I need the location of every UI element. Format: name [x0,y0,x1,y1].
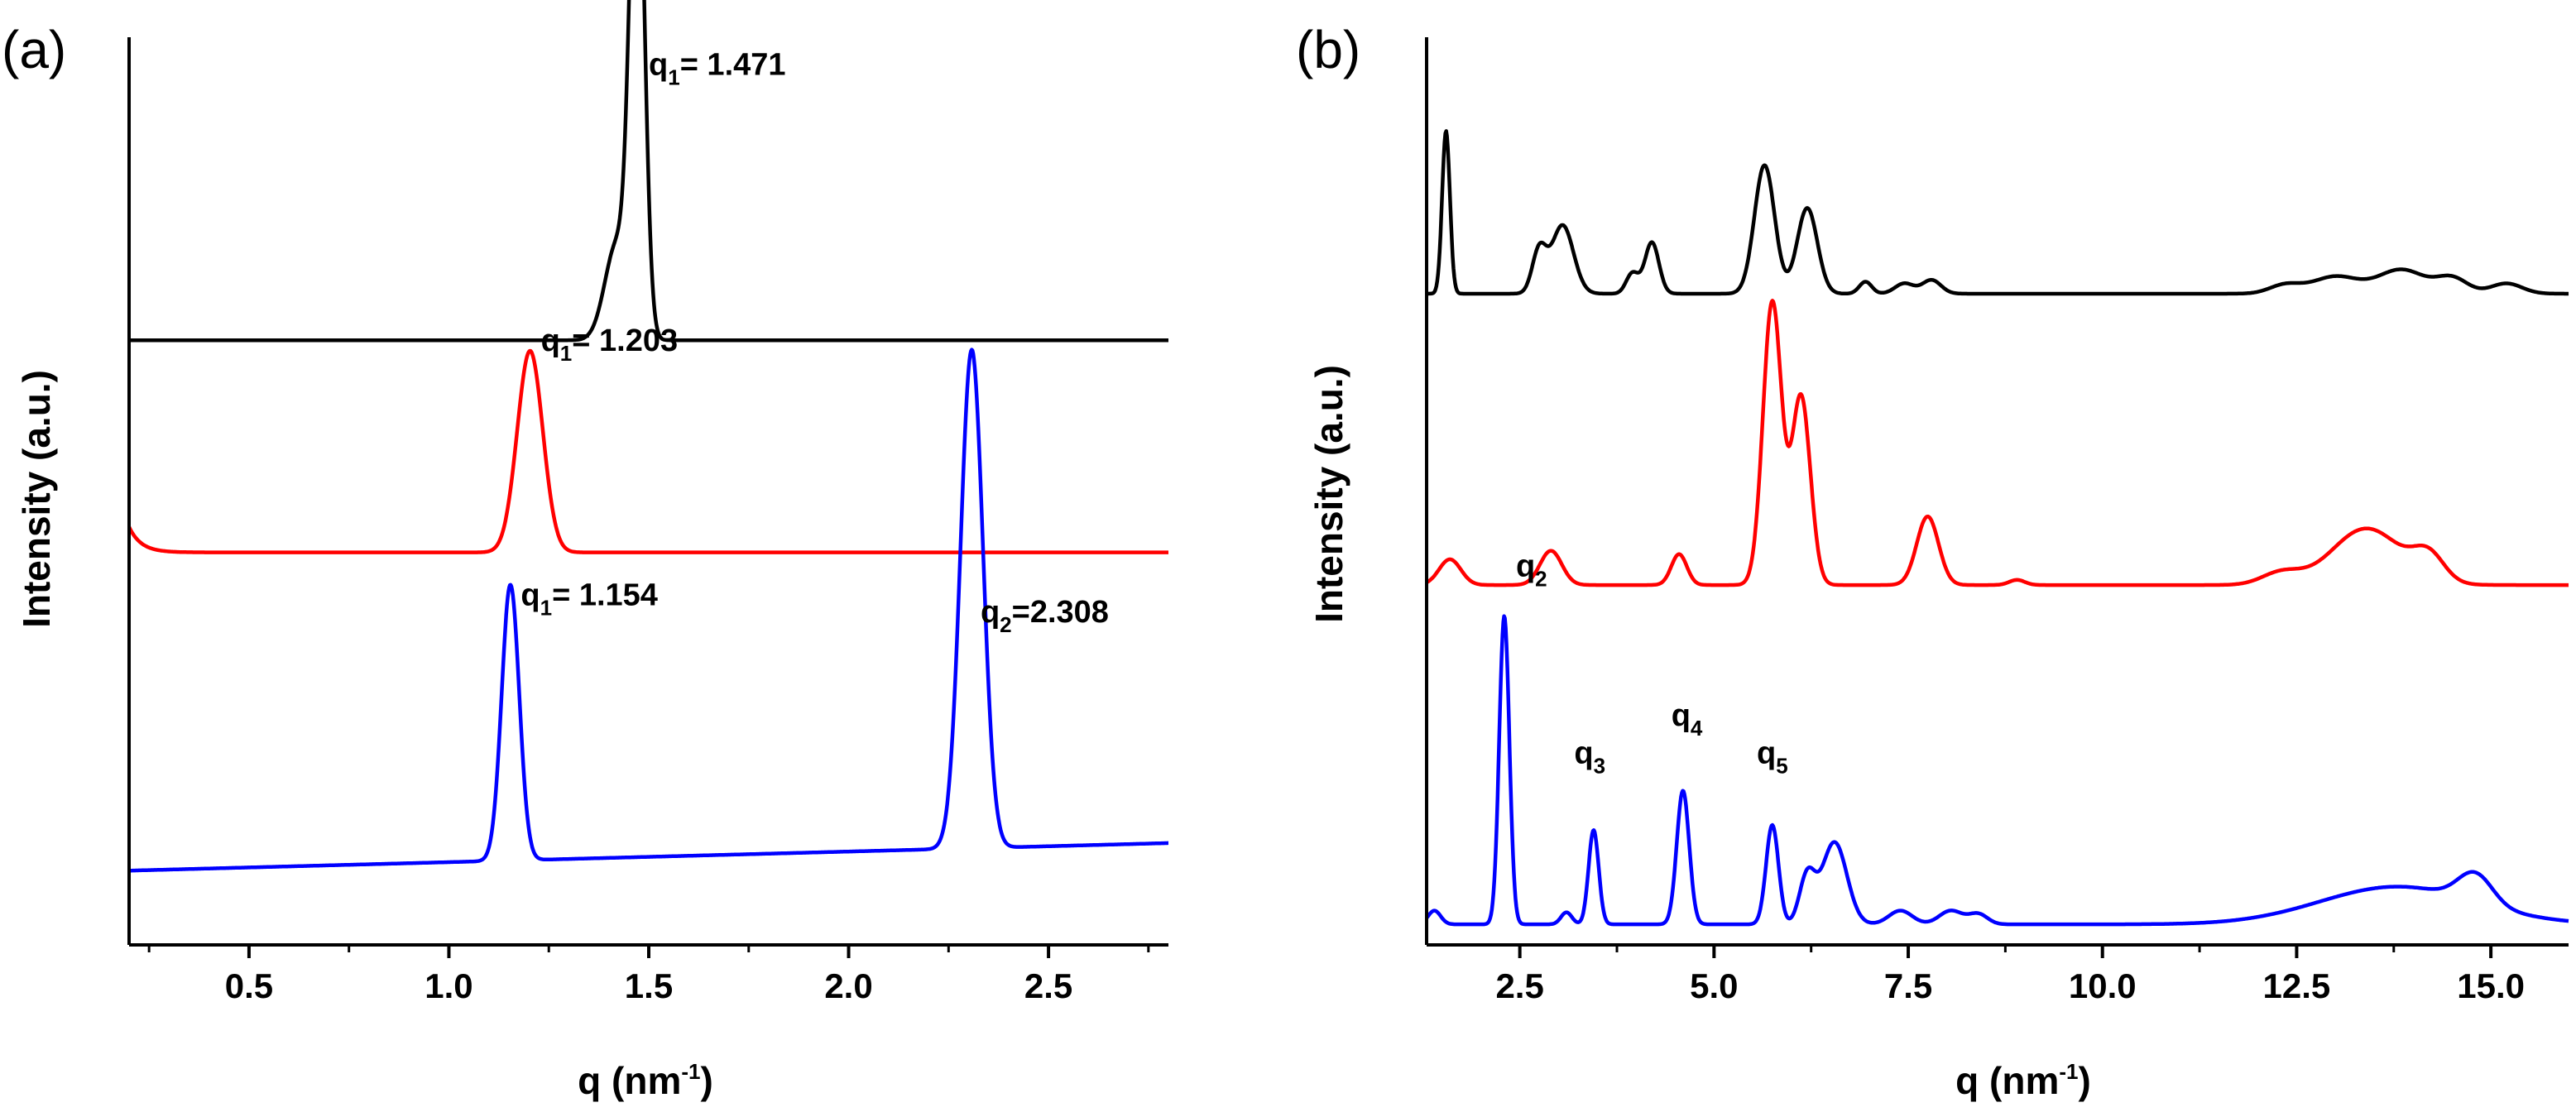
panel-b-ticks: 2.5 5.0 7.5 10.0 12.5 15.0 [1495,945,2525,1005]
peak-annotation: q1= 1.154 [520,578,658,621]
panel-a-y-axis-title: Intensity (a.u.) [15,370,58,628]
x-tick-label: 12.5 [2263,966,2331,1005]
series-black-line [127,0,1170,343]
panel-a-ticks: 0.5 1.0 1.5 2.0 2.5 [147,945,1150,1005]
panel-a-x-axis-title: q (nm-1) [578,1059,713,1102]
peak-annotation: q2=2.308 [981,595,1109,637]
series-blue-line [127,348,1170,873]
series-black-line [1425,129,2570,296]
series-blue-line [1425,614,2570,927]
panel-a-series [127,0,1170,873]
x-tick-label: 10.0 [2069,966,2137,1005]
x-tick-label: 2.0 [824,966,872,1005]
series-red-line [1425,299,2570,587]
x-tick-label: 15.0 [2457,966,2525,1005]
x-tick-label: 5.0 [1690,966,1738,1005]
peak-annotation: q1= 1.203 [541,324,679,366]
panel-b-label: (b) [1296,20,1360,79]
x-tick-label: 2.5 [1495,966,1543,1005]
peak-annotation: q2 [1516,549,1547,592]
panel-b: (b) 2.5 5.0 7.5 10.0 12.5 15.0 q2 q3 q4 q5 q (nm… [1296,20,2570,1102]
x-tick-label: 7.5 [1884,966,1932,1005]
panel-a-annotations: q1= 1.471 q1= 1.203 q1= 1.154 q2=2.308 [520,48,1109,638]
panel-b-x-axis-title: q (nm-1) [1955,1059,2091,1102]
x-tick-label: 1.5 [625,966,673,1005]
peak-annotation: q4 [1672,698,1703,741]
peak-annotation: q5 [1757,736,1788,778]
x-tick-label: 2.5 [1024,966,1072,1005]
panel-b-annotations: q2 q3 q4 q5 [1516,549,1788,779]
panel-b-axes [1425,37,2569,947]
peak-annotation: q1= 1.471 [649,48,786,90]
panel-b-y-axis-title: Intensity (a.u.) [1307,365,1350,623]
peak-annotation: q3 [1574,736,1605,778]
panel-a-label: (a) [2,20,66,79]
x-tick-label: 0.5 [225,966,273,1005]
x-tick-label: 1.0 [425,966,473,1005]
panel-b-series [1425,129,2570,927]
series-red-line [127,348,1170,554]
